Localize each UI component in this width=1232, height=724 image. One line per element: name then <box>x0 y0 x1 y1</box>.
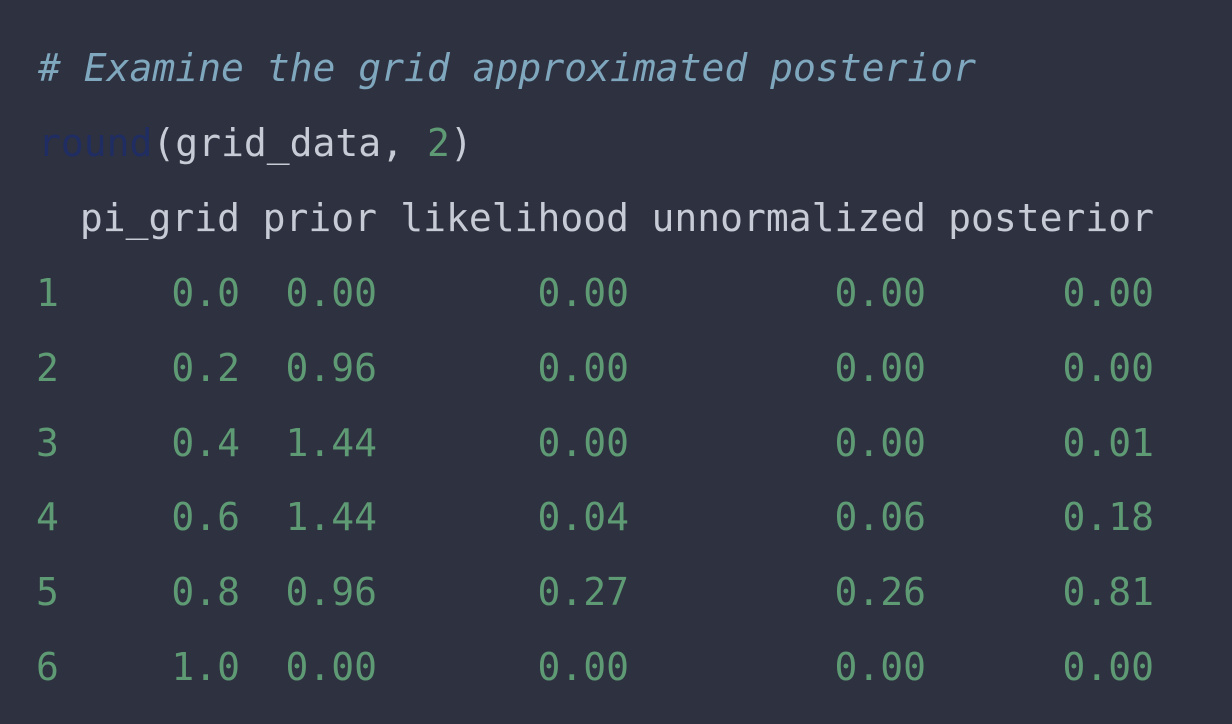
row-index: 3 <box>36 421 59 465</box>
cell-prior: 0.00 <box>285 645 377 689</box>
cell-prior: 0.00 <box>285 271 377 315</box>
column-header-posterior: posterior <box>948 196 1154 240</box>
open-paren: ( <box>152 121 176 165</box>
cell-posterior: 0.00 <box>1062 271 1154 315</box>
column-header-pi-grid: pi_grid <box>79 196 240 240</box>
call-argument: grid_data, <box>175 121 427 165</box>
cell-unnormalized: 0.00 <box>834 645 926 689</box>
cell-pi-grid: 0.6 <box>171 495 240 539</box>
column-header-likelihood: likelihood <box>400 196 629 240</box>
cell-likelihood: 0.00 <box>537 346 629 390</box>
row-index: 1 <box>36 271 59 315</box>
cell-prior: 0.96 <box>285 346 377 390</box>
cell-unnormalized: 0.00 <box>834 346 926 390</box>
cell-posterior: 0.01 <box>1062 421 1154 465</box>
cell-likelihood: 0.04 <box>537 495 629 539</box>
function-name: round <box>38 121 153 165</box>
cell-prior: 1.44 <box>285 421 377 465</box>
cell-unnormalized: 0.06 <box>834 495 926 539</box>
column-header-unnormalized: unnormalized <box>651 196 926 240</box>
cell-unnormalized: 0.26 <box>834 570 926 614</box>
cell-pi-grid: 1.0 <box>171 645 240 689</box>
cell-pi-grid: 0.0 <box>171 271 240 315</box>
row-index: 4 <box>36 495 59 539</box>
row-index: 6 <box>36 645 59 689</box>
cell-pi-grid: 0.8 <box>171 570 240 614</box>
column-header-prior: prior <box>262 196 377 240</box>
cell-unnormalized: 0.00 <box>834 271 926 315</box>
cell-likelihood: 0.00 <box>537 645 629 689</box>
row-index: 5 <box>36 570 59 614</box>
cell-posterior: 0.81 <box>1062 570 1154 614</box>
cell-likelihood: 0.00 <box>537 271 629 315</box>
cell-posterior: 0.00 <box>1062 346 1154 390</box>
cell-posterior: 0.00 <box>1062 645 1154 689</box>
row-index: 2 <box>36 346 59 390</box>
cell-prior: 1.44 <box>285 495 377 539</box>
cell-unnormalized: 0.00 <box>834 421 926 465</box>
cell-prior: 0.96 <box>285 570 377 614</box>
digits-argument: 2 <box>426 121 450 165</box>
code-call-line: round(grid_data, 2) <box>38 118 473 168</box>
code-comment: # Examine the grid approximated posterio… <box>38 46 976 90</box>
cell-pi-grid: 0.2 <box>171 346 240 390</box>
cell-likelihood: 0.27 <box>537 570 629 614</box>
cell-likelihood: 0.00 <box>537 421 629 465</box>
close-paren: ) <box>449 121 473 165</box>
cell-pi-grid: 0.4 <box>171 421 240 465</box>
cell-posterior: 0.18 <box>1062 495 1154 539</box>
